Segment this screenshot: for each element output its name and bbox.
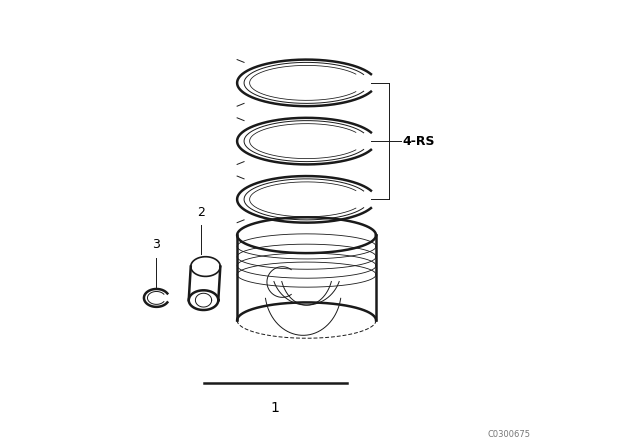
Text: C0300675: C0300675 bbox=[488, 430, 531, 439]
Text: 4-RS: 4-RS bbox=[403, 134, 435, 148]
Text: 1: 1 bbox=[271, 401, 280, 415]
Text: 3: 3 bbox=[152, 238, 161, 251]
Text: 2: 2 bbox=[197, 206, 205, 219]
